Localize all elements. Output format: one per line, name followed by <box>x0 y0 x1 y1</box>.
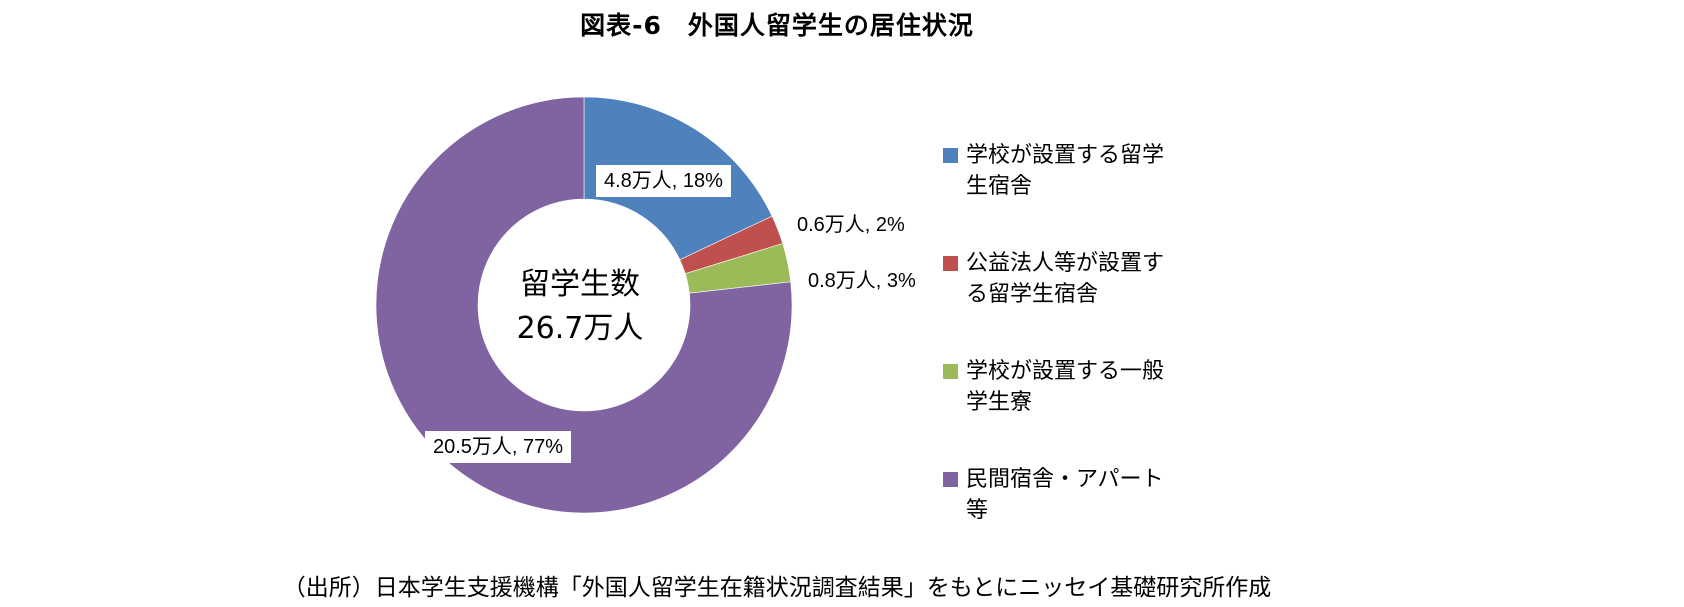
legend-swatch-purple <box>943 472 958 487</box>
legend-swatch-red <box>943 256 958 271</box>
source-note-text: （出所）日本学生支援機構「外国人留学生在籍状況調査結果」をもとにニッセイ基礎研究… <box>282 575 1272 601</box>
legend-label: 学校が設置する一般学生寮 <box>966 359 1165 415</box>
center-label-title: 留学生数 <box>520 267 640 302</box>
legend-label: 民間宿舎・アパート等 <box>966 467 1164 523</box>
legend-item-school-intl-dorm: 学校が設置する留学生宿舎 <box>943 140 1166 202</box>
data-label-public-corp-dorm: 0.6万人, 2% <box>797 214 905 236</box>
source-note: （出所）日本学生支援機構「外国人留学生在籍状況調査結果」をもとにニッセイ基礎研究… <box>0 568 1684 602</box>
legend-swatch-blue <box>943 148 958 163</box>
data-label-school-general-dorm: 0.8万人, 3% <box>808 270 916 292</box>
legend-swatch-green <box>943 364 958 379</box>
legend-item-private-housing: 民間宿舎・アパート等 <box>943 464 1166 526</box>
chart-title-text: 図表-6 外国人留学生の居住状況 <box>580 11 974 40</box>
legend-item-school-general-dorm: 学校が設置する一般学生寮 <box>943 356 1166 418</box>
legend-item-public-corp-dorm: 公益法人等が設置する留学生宿舎 <box>943 248 1166 310</box>
slice-private-housing <box>375 96 793 514</box>
data-label-private-housing: 20.5万人, 77% <box>425 431 572 463</box>
legend-label: 学校が設置する留学生宿舎 <box>966 143 1165 199</box>
legend-label: 公益法人等が設置する留学生宿舎 <box>966 251 1165 307</box>
center-label-total: 26.7万人 <box>516 311 644 346</box>
chart-title: 図表-6 外国人留学生の居住状況 <box>0 6 1684 42</box>
data-label-school-intl-dorm: 4.8万人, 18% <box>596 165 731 197</box>
